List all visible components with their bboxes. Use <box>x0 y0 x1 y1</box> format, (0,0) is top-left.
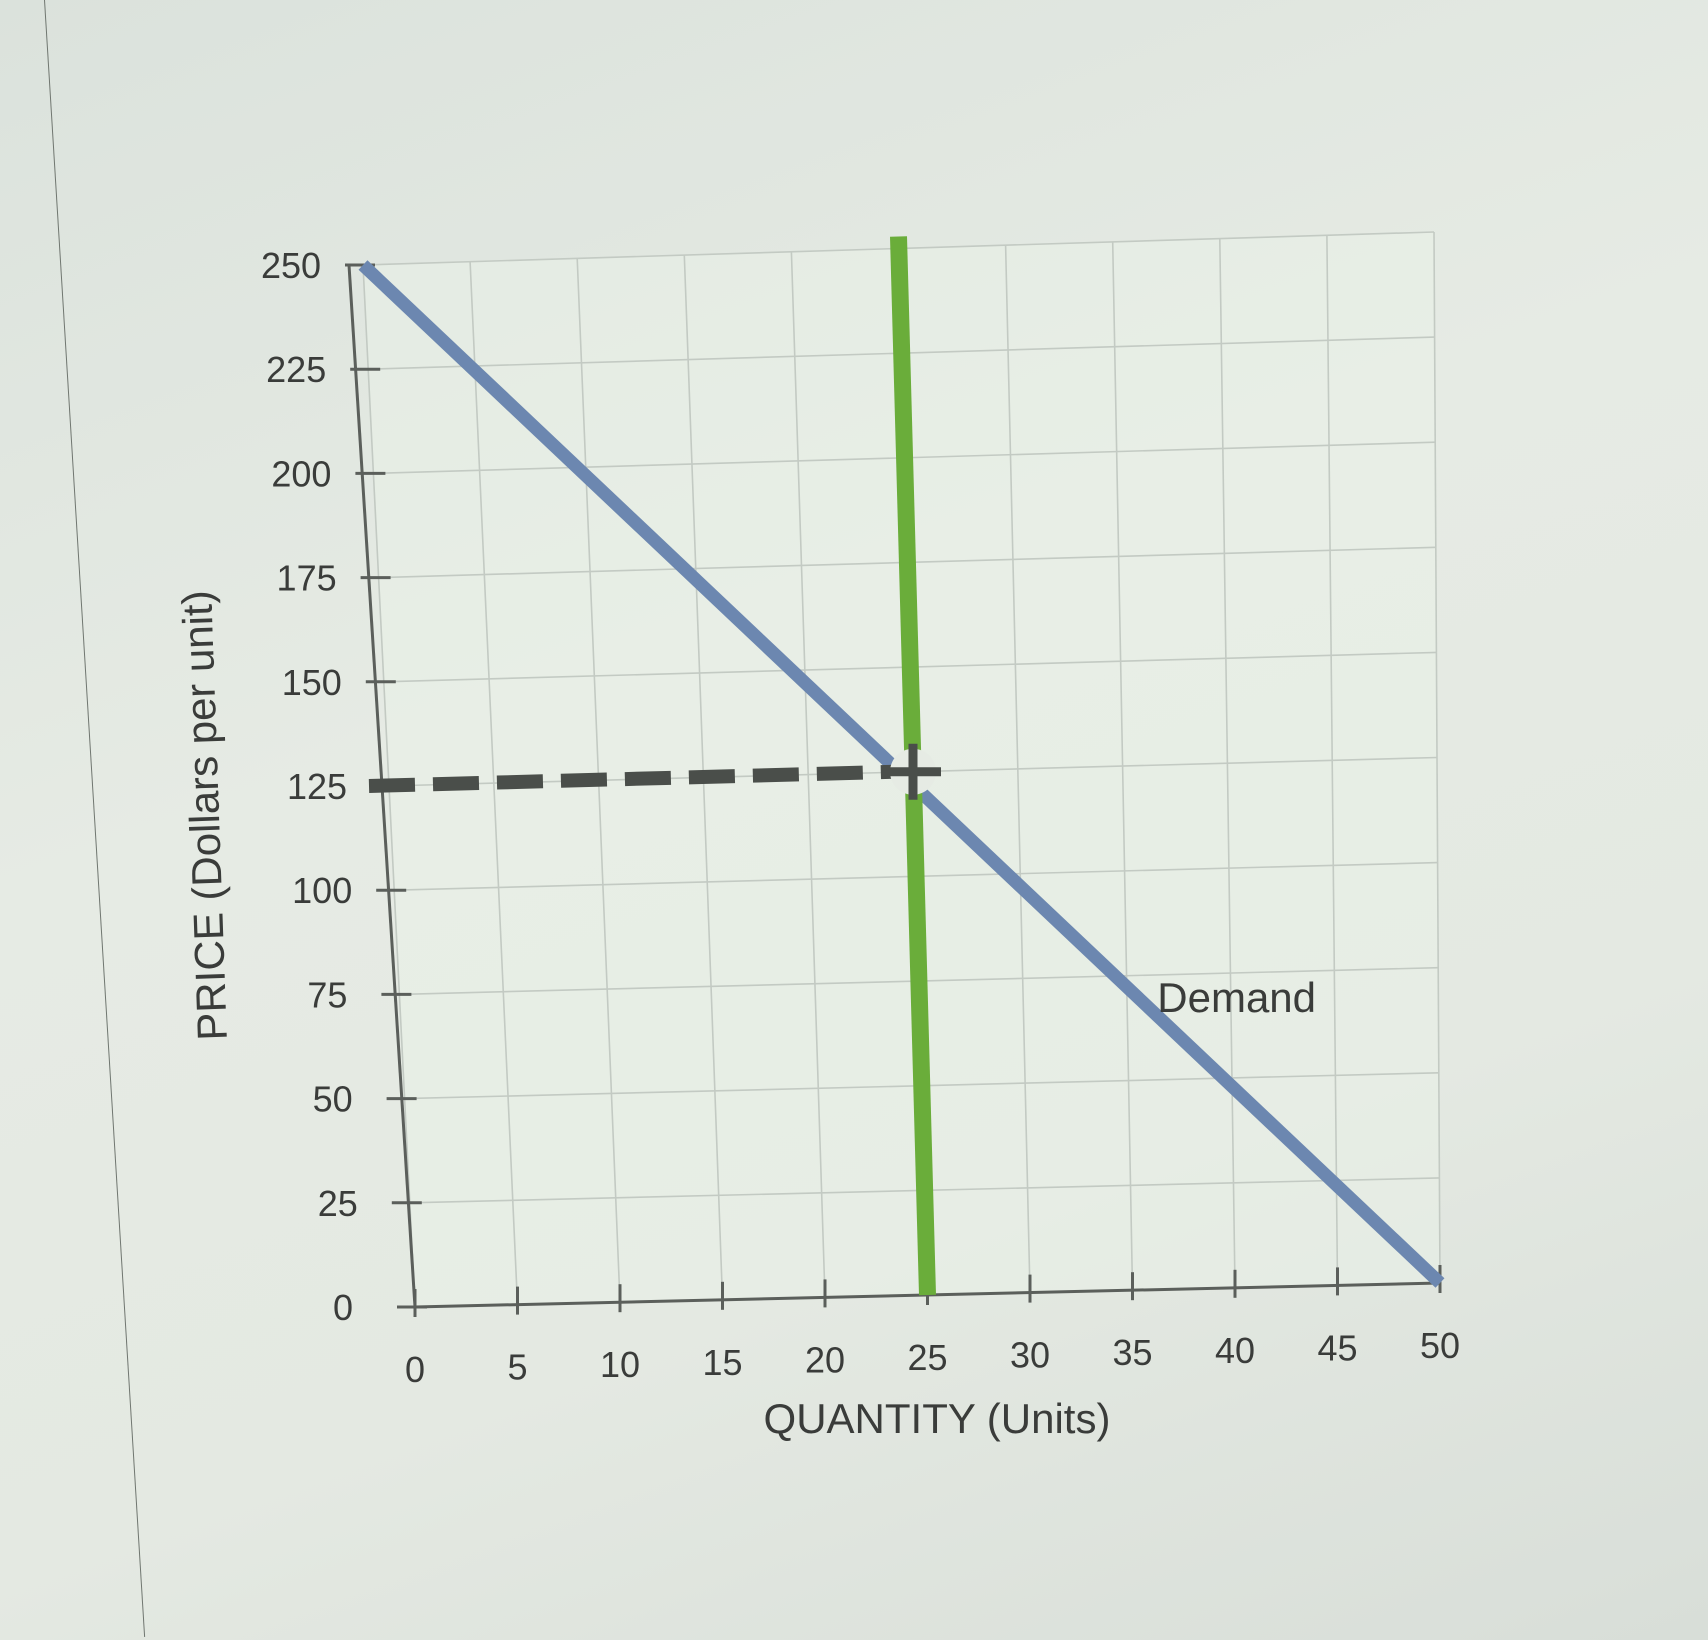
labels: 0 25 50 75 100 125 150 175 200 225 250 0 5 10 15 20 25 30… <box>173 245 1460 1442</box>
y-tick-label-5: 125 <box>287 766 347 807</box>
dashed-reference-line-0 <box>368 764 896 793</box>
y-tick-label-0: 0 <box>333 1287 353 1328</box>
y-tick-label-9: 225 <box>266 349 326 390</box>
x-tick-label-3: 15 <box>702 1342 742 1383</box>
x-tick-label-9: 45 <box>1317 1327 1357 1368</box>
y-tick-label-3: 75 <box>307 974 347 1015</box>
y-tick-label-6: 150 <box>282 662 342 703</box>
series <box>358 236 1445 1296</box>
y-tick-label-10: 250 <box>261 245 321 286</box>
y-tick-label-4: 100 <box>292 870 352 911</box>
x-tick-label-4: 20 <box>805 1339 845 1380</box>
x-tick-label-5: 25 <box>907 1337 947 1378</box>
x-tick-label-7: 35 <box>1112 1332 1152 1373</box>
x-tick-label-8: 40 <box>1215 1330 1255 1371</box>
y-tick-label-2: 50 <box>313 1079 353 1120</box>
x-tick-label-2: 10 <box>600 1344 640 1385</box>
x-axis-title: QUANTITY (Units) <box>764 1395 1111 1442</box>
y-axis-title: PRICE (Dollars per unit) <box>173 590 236 1042</box>
y-tick-label-1: 25 <box>318 1183 358 1224</box>
x-tick-label-0: 0 <box>405 1349 425 1390</box>
series-label-0: Demand <box>1157 974 1316 1021</box>
x-tick-label-6: 30 <box>1010 1335 1050 1376</box>
y-tick-label-8: 200 <box>271 453 331 494</box>
y-tick-label-7: 175 <box>277 558 337 599</box>
x-tick-label-1: 5 <box>507 1347 527 1388</box>
x-tick-label-10: 50 <box>1420 1325 1460 1366</box>
